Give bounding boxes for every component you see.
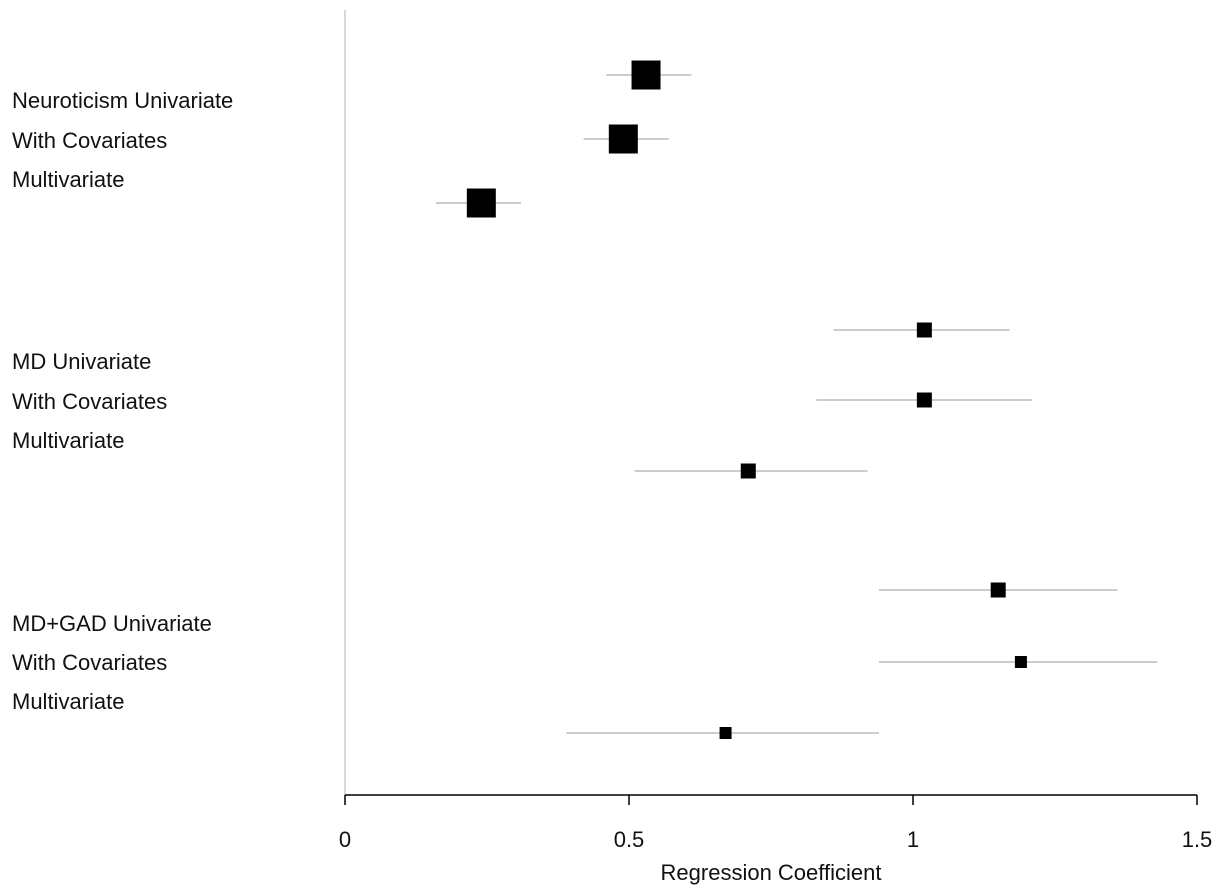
row-label: With Covariates: [12, 650, 167, 675]
row-label: With Covariates: [12, 389, 167, 414]
point-marker: [990, 582, 1006, 598]
x-tick-label: 0.5: [614, 827, 645, 852]
point-marker: [1014, 656, 1027, 668]
row-label: Multivariate: [12, 428, 124, 453]
row-label: MD Univariate: [12, 349, 151, 374]
row-label: Multivariate: [12, 689, 124, 714]
point-marker: [916, 322, 932, 338]
row-label: MD+GAD Univariate: [12, 611, 212, 636]
row-labels: Neuroticism Univariate With Covariates Mul…: [12, 88, 233, 714]
row-label: Neuroticism Univariate: [12, 88, 233, 113]
point-estimates: [466, 60, 1027, 739]
row-label: Multivariate: [12, 167, 124, 192]
x-tick-label: 1.5: [1182, 827, 1213, 852]
x-tick-label: 1: [907, 827, 919, 852]
point-marker: [608, 124, 638, 154]
point-marker: [719, 727, 732, 739]
point-marker: [916, 392, 932, 408]
point-marker: [740, 463, 756, 479]
row-label: With Covariates: [12, 128, 167, 153]
x-axis-title: Regression Coefficient: [661, 860, 882, 885]
x-tick-label: 0: [339, 827, 351, 852]
confidence-intervals: [435, 74, 1158, 734]
point-marker: [631, 60, 661, 90]
point-marker: [466, 188, 496, 218]
x-axis: 0 0.5 1 1.5: [339, 794, 1213, 852]
